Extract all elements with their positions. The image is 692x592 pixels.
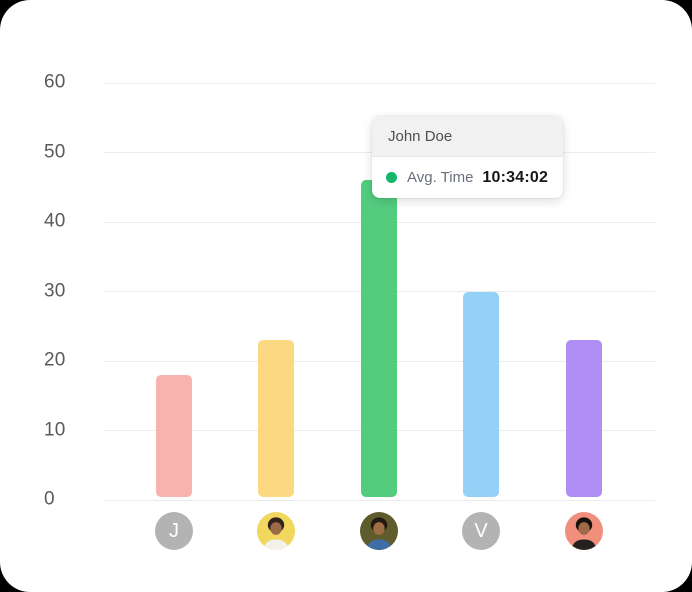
avatar-photo-2[interactable] (257, 512, 295, 550)
avatar-letter: V (474, 520, 488, 542)
y-axis-label-20: 20 (44, 349, 66, 371)
bar-John Doe[interactable] (361, 180, 397, 497)
gridline-0 (104, 499, 655, 501)
avatar-j[interactable]: J (155, 512, 193, 550)
y-axis-label-50: 50 (44, 141, 66, 163)
bar-item-5[interactable] (566, 340, 602, 497)
tooltip: John Doe Avg. Time 10:34:02 (372, 116, 563, 198)
bar-V[interactable] (463, 291, 499, 497)
person-photo-icon (571, 517, 597, 550)
avatar-photo-3[interactable] (360, 512, 398, 550)
avatar-photo-5[interactable] (565, 512, 603, 550)
y-axis-label-10: 10 (44, 419, 66, 441)
avatar-v[interactable]: V (462, 512, 500, 550)
y-axis-label-0: 0 (44, 488, 55, 510)
bar-item-2[interactable] (258, 340, 294, 497)
bar-J[interactable] (156, 374, 192, 497)
y-axis-label-40: 40 (44, 210, 66, 232)
tooltip-title: John Doe (388, 127, 453, 145)
series-dot-icon (386, 172, 397, 183)
tooltip-body: Avg. Time 10:34:02 (372, 157, 563, 198)
tooltip-value: 10:34:02 (482, 168, 549, 186)
person-photo-icon (366, 517, 392, 550)
y-axis-label-30: 30 (44, 280, 66, 302)
tooltip-series-label: Avg. Time (407, 169, 474, 186)
person-photo-icon (263, 517, 289, 550)
tooltip-header: John Doe (372, 116, 563, 157)
y-axis-label-60: 60 (44, 71, 66, 93)
gridline-60 (104, 82, 655, 84)
avatar-letter: J (169, 520, 179, 542)
